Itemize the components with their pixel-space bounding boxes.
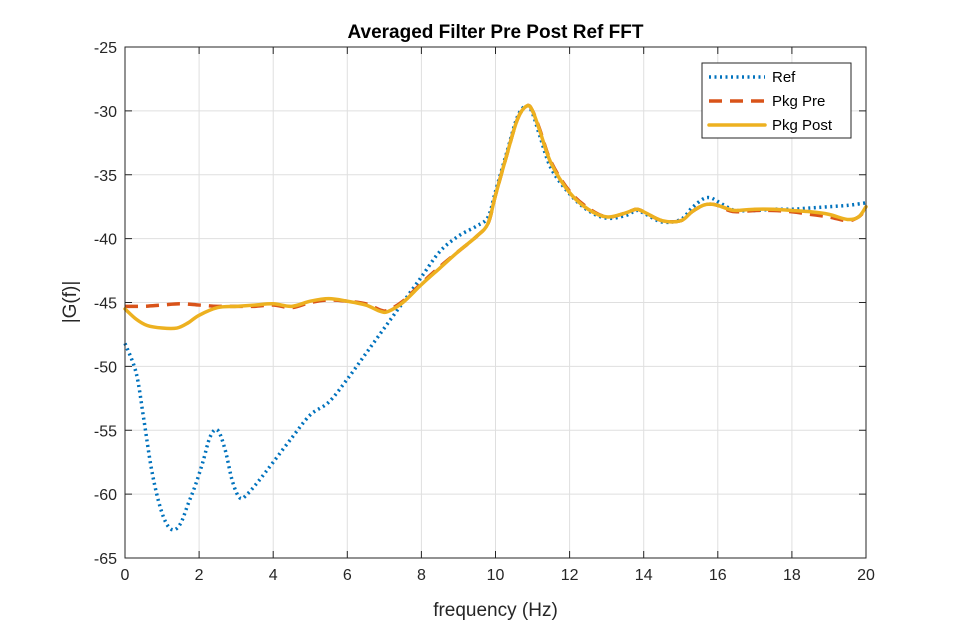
y-tick-label: -60 xyxy=(94,487,117,504)
chart-title: Averaged Filter Pre Post Ref FFT xyxy=(348,22,644,43)
x-tick-label: 4 xyxy=(269,567,278,584)
y-tick-label: -35 xyxy=(94,168,117,185)
x-tick-label: 12 xyxy=(561,567,579,584)
y-tick-label: -50 xyxy=(94,359,117,376)
legend-label: Pkg Post xyxy=(772,117,833,134)
y-tick-label: -55 xyxy=(94,423,117,440)
legend-label: Ref xyxy=(772,69,796,86)
y-tick-label: -45 xyxy=(94,296,117,313)
x-tick-label: 10 xyxy=(487,567,505,584)
legend: Ref Pkg Pre Pkg Post xyxy=(701,62,852,139)
y-tick-label: -25 xyxy=(94,40,117,57)
x-tick-label: 8 xyxy=(417,567,426,584)
x-tick-label: 6 xyxy=(343,567,352,584)
y-tick-label: -30 xyxy=(94,104,117,121)
x-tick-label: 20 xyxy=(857,567,875,584)
y-axis-label: |G(f)| xyxy=(60,281,81,324)
x-tick-label: 2 xyxy=(195,567,204,584)
axis-ticks: 0 2 4 6 8 10 12 14 16 18 20 -65 -60 -55 -50 -45 -40 -35 -3… xyxy=(94,40,875,584)
x-axis-label: frequency (Hz) xyxy=(433,600,558,621)
y-tick-label: -40 xyxy=(94,232,117,249)
x-tick-label: 0 xyxy=(121,567,130,584)
x-tick-label: 16 xyxy=(709,567,727,584)
series-line-3 xyxy=(123,103,868,331)
series-lines xyxy=(123,103,868,532)
x-tick-label: 14 xyxy=(635,567,653,584)
y-tick-label: -65 xyxy=(94,551,117,568)
legend-label: Pkg Pre xyxy=(772,93,825,110)
x-tick-label: 18 xyxy=(783,567,801,584)
